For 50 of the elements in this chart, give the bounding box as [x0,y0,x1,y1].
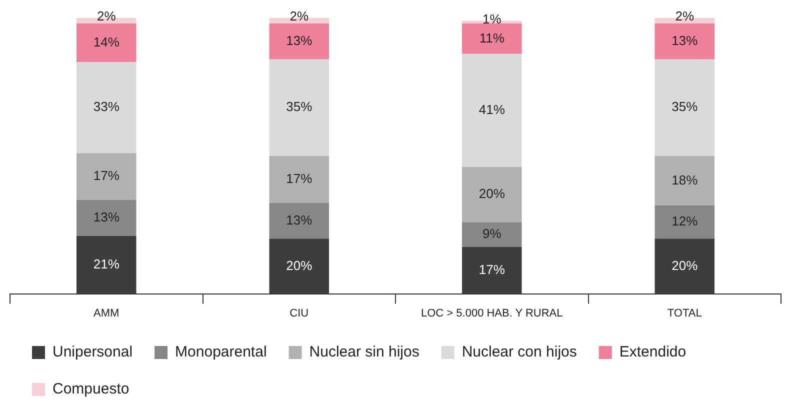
data-label: 9% [482,226,502,242]
data-label: 21% [93,256,120,272]
bar [76,153,136,200]
data-label: 11% [479,30,505,46]
legend-label: Nuclear con hijos [462,344,577,361]
data-label: 2% [96,8,116,24]
data-label: 20% [672,258,698,273]
legend-label: Nuclear sin hijos [309,344,420,361]
data-label: 20% [286,258,313,273]
data-label: 20% [478,186,506,202]
legend-label: Monoparental [175,344,267,361]
x-tick-label: CIU [290,307,309,320]
bar [76,24,136,62]
bar [76,62,136,154]
data-label: 13% [286,212,313,228]
data-label: 17% [286,170,313,186]
bar [654,156,714,206]
bar [269,59,329,156]
data-label: 12% [672,214,698,229]
data-label: 1% [482,11,502,26]
data-label: 13% [672,33,698,48]
bar [462,54,522,167]
data-label: 33% [93,99,120,114]
bar [462,24,522,54]
data-label: 13% [286,33,313,48]
x-tick-label: TOTAL [667,307,702,320]
bar [654,59,714,156]
legend-label: Extendido [619,344,686,361]
data-label: 13% [93,210,120,225]
bar [654,206,714,239]
data-label: 18% [672,172,698,188]
bar [269,24,329,60]
legend-label: Unipersonal [52,344,133,361]
legend-label: Compuesto [52,380,130,398]
data-label: 41% [478,102,506,117]
data-label: 17% [478,262,506,277]
x-tick-label: LOC > 5.000 HAB. Y RURAL [421,307,563,320]
bar [462,222,522,247]
data-label: 2% [290,8,309,24]
data-label: 2% [675,8,694,24]
bar [654,24,714,60]
data-label: 17% [93,168,120,184]
bar [462,166,522,222]
x-tick-label: AMM [94,307,120,320]
data-label: 35% [672,99,698,114]
bar [269,156,329,203]
bar [76,200,136,236]
data-label: 35% [286,99,313,114]
data-label: 14% [93,34,120,50]
bar [269,202,329,239]
